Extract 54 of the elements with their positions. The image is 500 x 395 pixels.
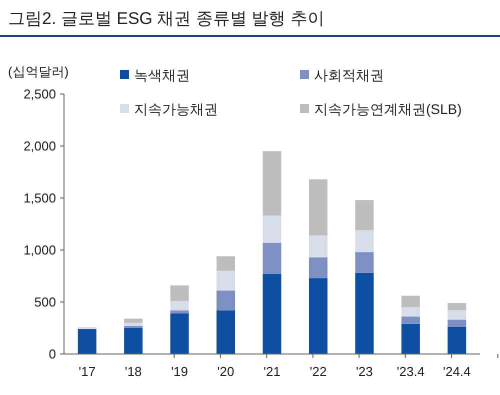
x-tick-label: '24.4 [442, 364, 471, 379]
y-tick-label: 500 [34, 294, 56, 310]
x-tick-label: '20 [217, 364, 234, 379]
bar [308, 278, 328, 354]
bar [308, 235, 328, 258]
bar [355, 200, 374, 230]
y-tick-label: 0 [48, 346, 56, 362]
bar [401, 307, 420, 317]
bar [216, 310, 236, 354]
bar [216, 270, 236, 291]
bar [124, 328, 143, 354]
bar [216, 256, 236, 271]
bar [78, 329, 96, 354]
bar [124, 322, 143, 326]
bar [401, 296, 420, 308]
bar [262, 274, 282, 354]
x-tick-label: '23.4 [396, 364, 425, 379]
y-tick-label: 1,000 [23, 242, 56, 258]
bar [170, 285, 189, 301]
y-axis-title: (십억달러) [8, 64, 69, 79]
chart-title: 그림2. 글로벌 ESG 채권 종류별 발행 추이 [8, 9, 324, 28]
bar [401, 316, 420, 324]
x-tick-label: '19 [171, 364, 188, 379]
legend-label: 지속가능채권 [134, 101, 218, 117]
bar [355, 230, 374, 252]
bar [355, 252, 374, 273]
bar [170, 310, 189, 314]
legend-label: 지속가능연계채권(SLB) [314, 101, 462, 117]
bar [262, 151, 282, 216]
x-tick-label: '18 [124, 364, 142, 379]
y-tick-label: 2,000 [23, 138, 56, 154]
y-tick-label: 2,500 [23, 86, 56, 102]
bar [448, 310, 466, 320]
bar [308, 257, 328, 278]
bar [308, 179, 328, 236]
bar [448, 303, 466, 310]
bar [401, 324, 420, 354]
x-tick-label: '23 [356, 364, 373, 379]
y-tick-label: 1,500 [23, 190, 56, 206]
bar [355, 272, 374, 354]
legend-label: 사회적채권 [314, 67, 384, 83]
bar [216, 290, 236, 310]
bar [448, 326, 466, 354]
x-tick-label: '21 [264, 364, 280, 379]
x-tick-label: '17 [78, 364, 96, 379]
bar [448, 320, 466, 327]
bar [124, 318, 143, 323]
x-tick-label: '22 [310, 364, 327, 379]
legend-label: 녹색채권 [134, 67, 190, 83]
bar [170, 313, 189, 354]
bar [78, 326, 96, 330]
bar [262, 216, 282, 243]
bar [170, 300, 189, 310]
bar [262, 242, 282, 274]
